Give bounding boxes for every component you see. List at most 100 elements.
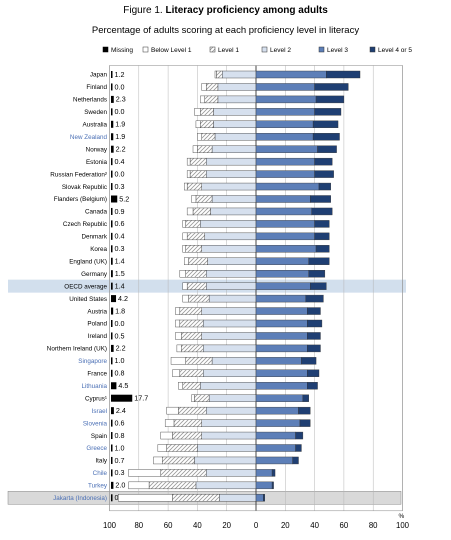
level-2-segment — [194, 456, 257, 465]
level-2-segment — [201, 245, 257, 253]
x-tick-label: 80 — [134, 521, 143, 530]
missing-bar — [111, 95, 114, 103]
missing-value-label: 2.2 — [116, 344, 126, 353]
level-4-or-5-segment — [308, 270, 326, 278]
missing-value-label: 0.9 — [115, 207, 125, 216]
level-4-or-5-segment — [302, 394, 309, 402]
level-3-segment — [255, 195, 311, 203]
level-2-segment — [200, 382, 257, 390]
level-1-segment — [186, 182, 202, 191]
below-level-1-segment — [160, 431, 173, 440]
level-2-segment — [208, 294, 257, 303]
level-3-segment — [255, 145, 318, 153]
level-4-or-5-segment — [301, 357, 317, 365]
missing-bar — [111, 469, 113, 477]
level-1-segment — [195, 195, 213, 203]
missing-value-label: 1.4 — [115, 257, 125, 266]
level-2-segment — [195, 481, 257, 490]
below-level-1-segment — [164, 419, 175, 427]
figure-title: Figure 1. Literacy proficiency among adu… — [0, 5, 451, 16]
legend-swatch — [318, 46, 325, 53]
country-row: Netherlands 2.3 — [73, 95, 345, 104]
missing-bar — [111, 83, 113, 91]
country-label: Israel — [92, 408, 107, 415]
below-level-1-segment — [192, 145, 198, 153]
level-2-segment — [205, 469, 257, 477]
missing-value-label: 0.0 — [115, 82, 125, 91]
country-label: Jakarta (Indonesia) — [53, 495, 107, 502]
level-3-segment — [255, 83, 315, 91]
level-3-segment — [255, 245, 317, 253]
level-1-segment — [172, 431, 202, 440]
missing-value-label: 1.9 — [115, 132, 125, 141]
country-row: Finland 0.0 — [86, 82, 349, 91]
missing-bar — [111, 195, 118, 203]
level-1-segment — [179, 369, 204, 377]
country-label: Estonia — [86, 159, 108, 166]
level-3-segment — [255, 95, 317, 104]
level-4-or-5-segment — [310, 195, 331, 203]
x-axis: 100 80 60 40 20 0 20 40 60 80 100% — [103, 513, 410, 530]
country-label: Flanders (Belgium) — [54, 196, 107, 203]
country-row: Slovak Republic 0.3 — [62, 182, 331, 191]
level-2-segment — [213, 120, 257, 129]
level-1-segment — [189, 170, 207, 178]
level-4-or-5-segment — [307, 332, 321, 340]
level-3-segment — [255, 257, 309, 265]
level-1-segment — [189, 157, 207, 166]
level-3-segment — [255, 431, 296, 440]
country-row: Israel 2.4 — [92, 406, 311, 415]
level-4-or-5-segment — [307, 319, 323, 328]
x-tick-label: 100 — [396, 521, 410, 530]
level-2-segment — [203, 369, 257, 377]
country-label: Norway — [86, 146, 108, 153]
legend-label: Level 4 or 5 — [378, 47, 412, 54]
level-2-segment — [207, 257, 257, 265]
below-level-1-segment — [175, 319, 181, 328]
legend-swatch — [261, 46, 268, 53]
below-level-1-segment — [175, 307, 181, 315]
level-4-or-5-segment — [307, 369, 320, 377]
level-3-segment — [255, 369, 308, 377]
missing-value-label: 0.8 — [115, 431, 125, 440]
country-row: Turkey 2.0 — [88, 481, 274, 490]
legend-swatch — [102, 46, 109, 53]
below-level-1-segment — [200, 95, 205, 104]
level-3-segment — [255, 70, 327, 79]
missing-value-label: 0.7 — [115, 456, 125, 465]
level-2-segment — [214, 133, 257, 141]
missing-bar — [111, 295, 117, 303]
missing-value-label: 5.2 — [119, 194, 129, 203]
x-tick-label: 0 — [254, 521, 259, 530]
country-label: OECD average — [64, 283, 107, 290]
legend-label: Level 2 — [270, 47, 291, 54]
level-3-segment — [255, 108, 315, 116]
level-2-segment — [208, 394, 257, 402]
below-level-1-segment — [184, 182, 188, 191]
level-3-segment — [255, 270, 309, 278]
country-label: Netherlands — [73, 97, 107, 104]
missing-bar — [111, 444, 113, 452]
level-4-or-5-segment — [298, 406, 311, 415]
level-4-or-5-segment — [295, 444, 302, 452]
below-level-1-segment — [166, 406, 179, 415]
plot-frame — [109, 65, 403, 512]
missing-bar — [111, 369, 113, 377]
level-1-segment — [194, 394, 210, 402]
level-4-or-5-segment — [314, 83, 349, 91]
level-2-segment — [211, 357, 257, 365]
missing-value-label: 0.6 — [115, 418, 125, 427]
level-4-or-5-segment — [308, 257, 330, 265]
level-1-segment — [186, 282, 207, 290]
country-row: England (UK) 1.4 — [69, 257, 330, 266]
level-1-segment — [185, 245, 202, 253]
missing-bar — [111, 183, 113, 191]
missing-value-label: 0.3 — [115, 468, 125, 477]
missing-bar — [111, 432, 113, 440]
country-label: Singapore — [78, 358, 107, 365]
level-4-or-5-segment — [312, 133, 340, 141]
x-unit-label: % — [399, 513, 405, 520]
below-level-1-segment — [179, 270, 186, 278]
missing-bar — [111, 207, 113, 215]
